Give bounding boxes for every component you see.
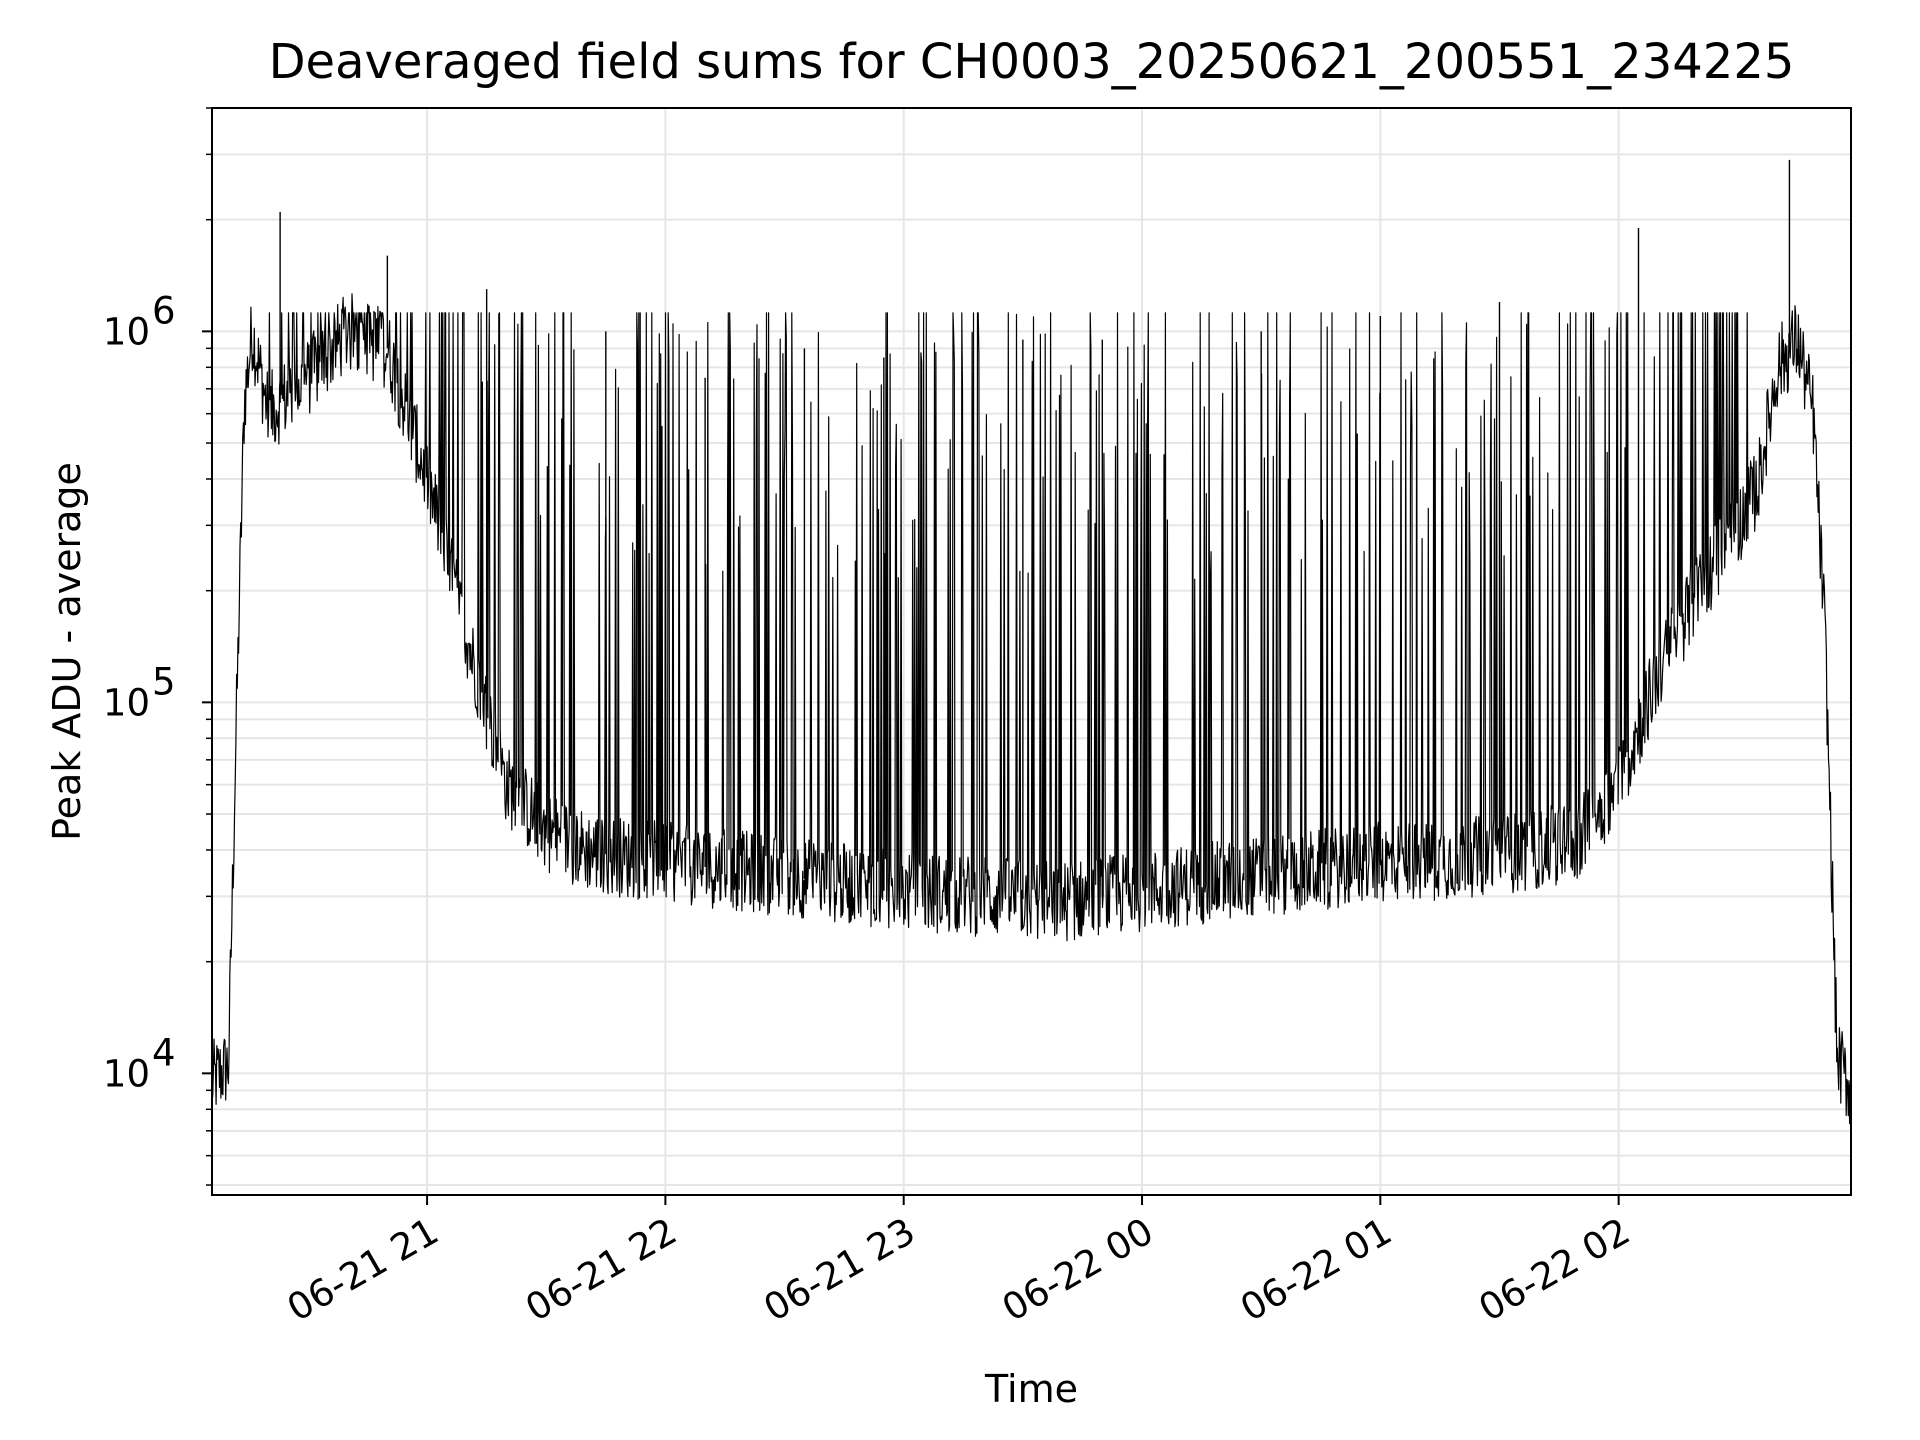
y-tick-label: 10 6 xyxy=(103,289,176,353)
y-tick-exponent: 6 xyxy=(152,289,176,332)
y-tick-base: 10 xyxy=(103,681,150,724)
plot-data xyxy=(211,159,1852,1125)
y-tick-base: 10 xyxy=(103,1052,150,1095)
series-line xyxy=(211,293,1852,1125)
x-axis-label: Time xyxy=(984,1367,1078,1411)
y-tick-base: 10 xyxy=(103,310,150,353)
y-tick-label: 10 5 xyxy=(103,660,176,724)
chart-title: Deaveraged field sums for CH0003_2025062… xyxy=(269,34,1795,90)
y-tick-exponent: 4 xyxy=(152,1031,176,1074)
plot-frame xyxy=(211,107,1852,1196)
y-tick-label: 10 4 xyxy=(103,1031,176,1095)
y-tick-exponent: 5 xyxy=(152,660,176,703)
y-axis-label: Peak ADU - average xyxy=(45,462,89,841)
